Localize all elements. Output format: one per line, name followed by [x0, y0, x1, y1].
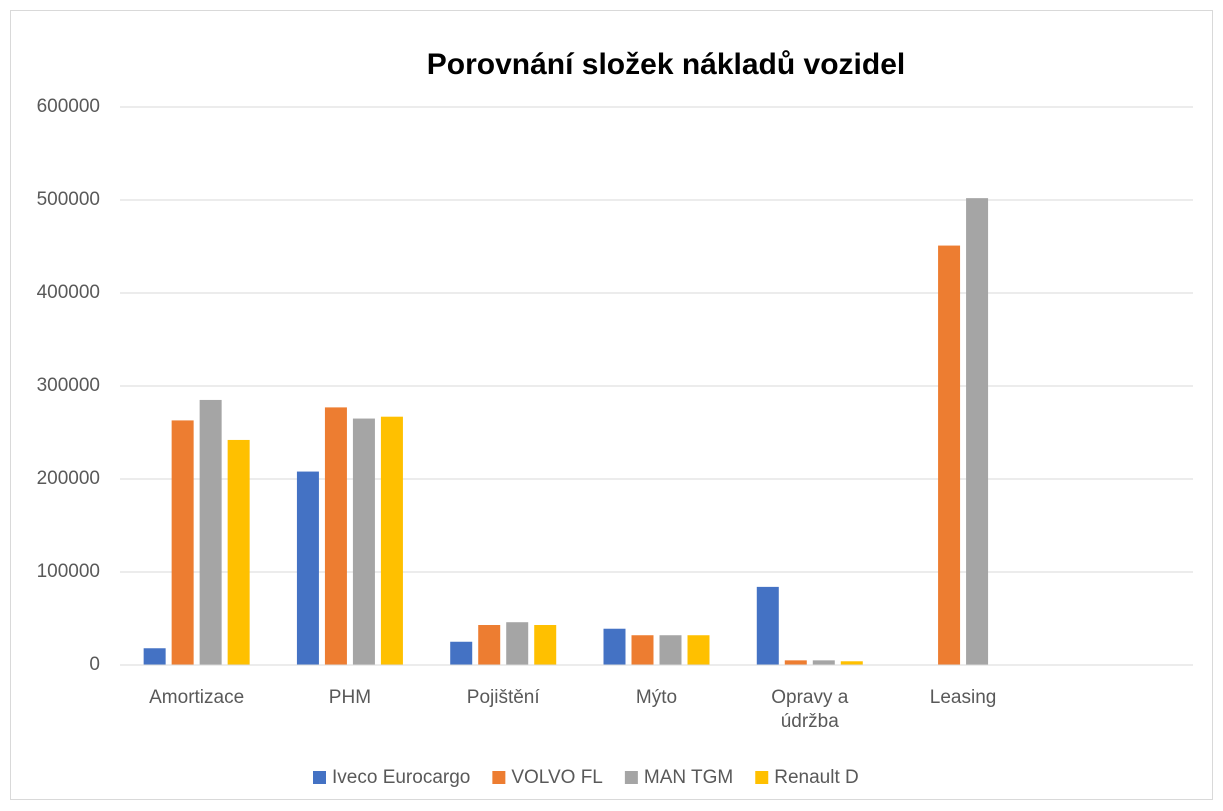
legend-label: Renault D	[774, 767, 859, 788]
chart-border	[10, 10, 1213, 800]
legend-swatch	[492, 771, 506, 784]
bar	[324, 407, 347, 665]
legend-swatch	[755, 771, 769, 784]
y-tick-label: 100000	[37, 561, 100, 582]
bar	[756, 586, 779, 665]
legend-swatch	[313, 771, 326, 784]
y-tick-label: 300000	[37, 375, 100, 396]
bar	[938, 245, 961, 665]
bar	[171, 420, 194, 665]
y-tick-label: 200000	[37, 468, 100, 489]
bar	[534, 625, 557, 665]
x-tick-label: Opravy a údržba	[771, 687, 849, 732]
bar	[812, 660, 835, 665]
legend-swatch	[624, 771, 638, 784]
bar	[227, 439, 250, 665]
bar	[603, 628, 626, 665]
bar	[450, 641, 473, 665]
legend-label: MAN TGM	[644, 767, 733, 788]
bar	[784, 660, 807, 665]
bar	[966, 198, 989, 665]
bar	[352, 418, 375, 665]
bar	[296, 471, 319, 665]
bar	[143, 648, 166, 665]
y-tick-label: 400000	[37, 282, 100, 303]
bar	[687, 635, 710, 665]
bar	[631, 635, 654, 665]
x-tick-label: Mýto	[635, 687, 678, 708]
y-tick-label: 500000	[37, 189, 100, 210]
y-tick-label: 0	[89, 654, 100, 675]
bar	[199, 399, 222, 665]
y-tick-label: 600000	[37, 96, 100, 117]
bar	[380, 416, 403, 665]
x-tick-label: Amortizace	[149, 687, 245, 708]
bar	[840, 661, 863, 665]
chart-title: Porovnání složek nákladů vozidel	[427, 48, 905, 81]
bar	[506, 622, 529, 665]
bar	[478, 625, 501, 665]
x-tick-label: Pojištění	[466, 687, 540, 708]
bar	[659, 635, 682, 665]
x-tick-label: PHM	[328, 687, 372, 708]
legend-label: Iveco Eurocargo	[332, 767, 470, 788]
legend-label: VOLVO FL	[511, 767, 603, 788]
x-tick-label: Leasing	[929, 687, 997, 708]
